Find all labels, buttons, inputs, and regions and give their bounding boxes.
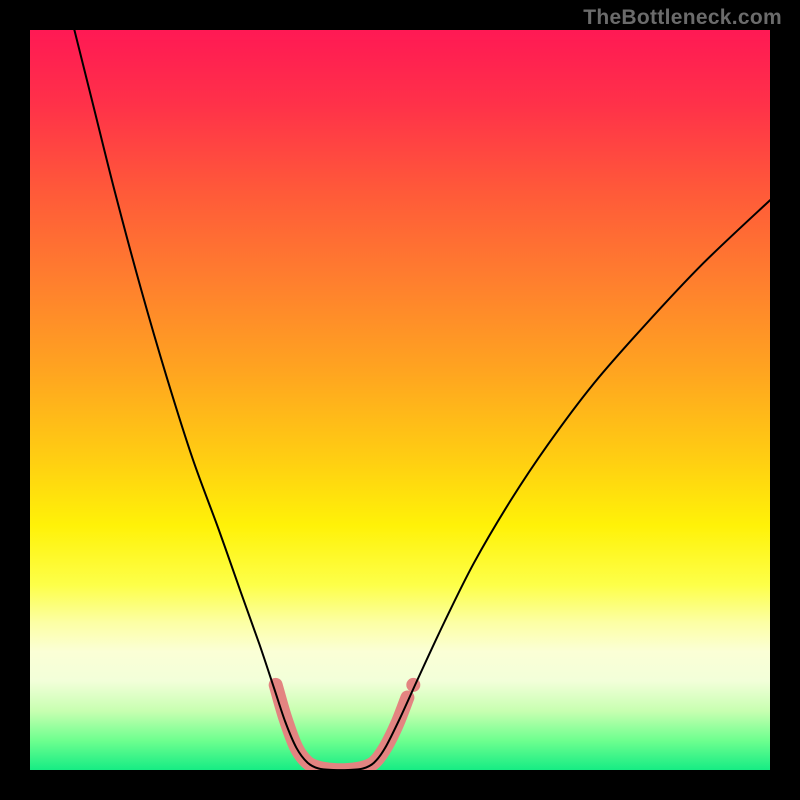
gradient-background [30,30,770,770]
plot-area [30,30,770,770]
watermark-text: TheBottleneck.com [583,6,782,30]
bottleneck-chart-svg [30,30,770,770]
chart-frame: TheBottleneck.com [0,0,800,800]
